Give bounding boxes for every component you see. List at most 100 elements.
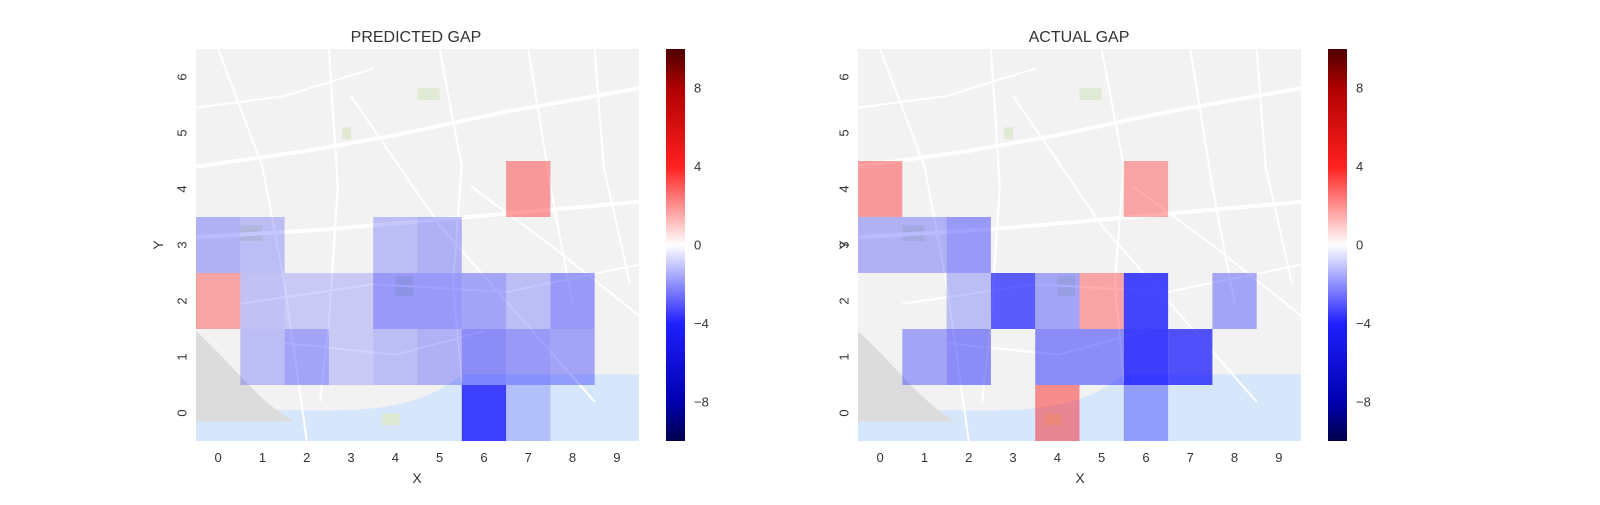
- x-axis-label: X: [1075, 470, 1085, 486]
- y-tick-label: 0: [837, 409, 852, 416]
- map-street: [902, 263, 1302, 305]
- x-tick-label: 6: [480, 450, 487, 465]
- map-relief: [196, 331, 294, 422]
- heatmap-cell: [373, 329, 418, 385]
- map-relief: [858, 331, 956, 422]
- heatmap-cell: [946, 273, 991, 329]
- y-tick-label: 4: [175, 185, 190, 192]
- heatmap-cell: [550, 273, 595, 329]
- map-street: [946, 330, 1147, 356]
- heatmap-cell: [284, 273, 329, 329]
- colorbar-tick-label: 0: [1356, 238, 1363, 253]
- heatmap-cell: [1035, 385, 1080, 441]
- map-street: [319, 48, 339, 402]
- map-street: [857, 199, 1302, 240]
- colorbar: [666, 49, 685, 441]
- y-tick-labels: 0 1 2 3 4 5 6: [837, 73, 852, 416]
- x-tick-label: 1: [921, 450, 928, 465]
- colorbar-tick-labels: 8 4 0 −4 −8: [1356, 81, 1371, 410]
- x-tick-label: 5: [1098, 450, 1105, 465]
- y-tick-label: 2: [837, 297, 852, 304]
- y-axis-label: Y: [150, 240, 166, 250]
- y-tick-label: 6: [837, 73, 852, 80]
- heatmap-cell: [461, 385, 507, 441]
- heatmap-cell: [858, 217, 903, 273]
- x-tick-label: 8: [1231, 450, 1238, 465]
- y-tick-label: 5: [837, 129, 852, 136]
- map-street: [857, 86, 1302, 169]
- heatmap-cell: [240, 329, 285, 385]
- x-tick-label: 4: [392, 450, 399, 465]
- y-tick-label: 3: [837, 241, 852, 248]
- heatmap-cell: [1123, 273, 1169, 329]
- x-tick-label: 4: [1054, 450, 1061, 465]
- x-tick-label: 3: [1009, 450, 1016, 465]
- heatmap-cell: [990, 273, 1036, 329]
- heatmap-cell: [1079, 329, 1124, 385]
- map-street: [1255, 48, 1294, 285]
- map-park: [1004, 127, 1014, 140]
- map-park: [382, 413, 400, 426]
- heatmap-cell: [506, 385, 551, 441]
- street-map-background: [195, 48, 640, 442]
- colorbar-tick-label: 0: [694, 238, 701, 253]
- map-street: [1132, 185, 1302, 317]
- heatmap-cell: [328, 329, 374, 385]
- map-street: [981, 48, 1001, 402]
- heatmap-cell: [946, 329, 991, 385]
- heatmap-cell: [461, 329, 507, 385]
- y-tick-label: 1: [837, 353, 852, 360]
- x-tick-labels: 0 1 2 3 4 5 6 7 8 9: [215, 450, 621, 465]
- x-tick-label: 3: [347, 450, 354, 465]
- y-axis-label: Y: [836, 240, 852, 250]
- chart-title: ACTUAL GAP: [1029, 29, 1130, 46]
- heatmap-cell: [902, 217, 947, 273]
- colorbar-tick-label: −8: [1356, 394, 1371, 409]
- heatmap-cell: [1212, 273, 1257, 329]
- x-tick-label: 7: [1187, 450, 1194, 465]
- map-street: [217, 48, 308, 442]
- heatmap-cell: [858, 161, 903, 217]
- map-park: [1079, 88, 1102, 100]
- map-street: [857, 67, 1036, 109]
- colorbar: [1328, 49, 1347, 441]
- colorbar-tick-label: 4: [694, 159, 701, 174]
- map-river: [858, 374, 1301, 441]
- heatmap-cell: [417, 329, 462, 385]
- x-tick-label: 2: [965, 450, 972, 465]
- heatmap-cell: [461, 273, 507, 329]
- actual-gap-panel: ACTUAL GAP 0 1 2 3 4 5 6 7 8 9 0 1 2 3 4 5 6 X Y 8 4 0 −4 −…: [836, 29, 1371, 486]
- heatmap-cell: [373, 273, 418, 329]
- x-tick-label: 5: [436, 450, 443, 465]
- chart-title: PREDICTED GAP: [351, 29, 482, 46]
- x-tick-label: 9: [1275, 450, 1282, 465]
- map-street: [470, 185, 640, 317]
- heatmap-cell: [506, 329, 551, 385]
- heatmap-cell: [196, 217, 241, 273]
- map-street: [195, 86, 640, 169]
- heatmap-cell: [1123, 385, 1169, 441]
- x-tick-label: 9: [613, 450, 620, 465]
- y-tick-label: 0: [175, 409, 190, 416]
- x-axis-label: X: [412, 470, 422, 486]
- map-street: [1100, 48, 1125, 383]
- map-street: [438, 48, 463, 383]
- heatmap-cell: [284, 329, 329, 385]
- map-street: [195, 67, 374, 109]
- y-tick-label: 6: [175, 73, 190, 80]
- heatmap-cell: [1168, 329, 1213, 385]
- y-tick-labels: 0 1 2 3 4 5 6: [175, 73, 190, 416]
- heatmap-cell: [946, 217, 991, 273]
- map-park: [417, 88, 440, 100]
- heatmap-cells: [858, 161, 1257, 441]
- heatmap-cell: [373, 217, 418, 273]
- map-street: [195, 199, 640, 240]
- map-street: [527, 48, 574, 304]
- y-tick-label: 1: [175, 353, 190, 360]
- heatmap-cell: [506, 161, 551, 217]
- heatmap-cell: [1123, 329, 1169, 385]
- map-street: [284, 330, 485, 356]
- heatmap-cell: [1035, 273, 1080, 329]
